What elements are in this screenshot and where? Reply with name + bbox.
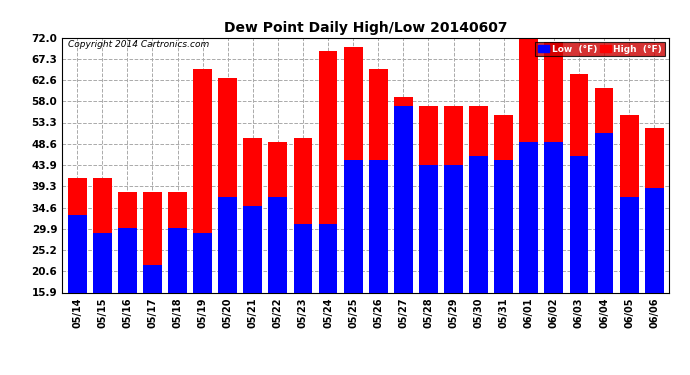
Bar bbox=[444, 165, 463, 365]
Bar bbox=[620, 115, 638, 365]
Bar bbox=[520, 142, 538, 365]
Bar bbox=[645, 188, 664, 365]
Bar bbox=[268, 142, 287, 365]
Bar bbox=[143, 192, 162, 365]
Bar bbox=[218, 196, 237, 365]
Bar bbox=[369, 69, 388, 365]
Bar bbox=[319, 51, 337, 365]
Bar bbox=[68, 178, 86, 365]
Text: Copyright 2014 Cartronics.com: Copyright 2014 Cartronics.com bbox=[68, 40, 210, 49]
Bar bbox=[620, 196, 638, 365]
Bar bbox=[168, 192, 187, 365]
Bar bbox=[168, 228, 187, 365]
Bar bbox=[344, 160, 362, 365]
Bar bbox=[118, 192, 137, 365]
Bar bbox=[394, 106, 413, 365]
Bar bbox=[469, 156, 488, 365]
Bar bbox=[520, 38, 538, 365]
Bar bbox=[544, 142, 563, 365]
Bar bbox=[544, 42, 563, 365]
Bar bbox=[293, 138, 313, 365]
Bar bbox=[68, 215, 86, 365]
Bar bbox=[319, 224, 337, 365]
Bar bbox=[569, 74, 589, 365]
Bar bbox=[394, 97, 413, 365]
Bar bbox=[469, 106, 488, 365]
Bar bbox=[369, 160, 388, 365]
Bar bbox=[595, 87, 613, 365]
Bar bbox=[193, 69, 212, 365]
Bar bbox=[293, 224, 313, 365]
Bar bbox=[244, 206, 262, 365]
Legend: Low  (°F), High  (°F): Low (°F), High (°F) bbox=[535, 42, 664, 56]
Bar bbox=[344, 46, 362, 365]
Bar bbox=[93, 233, 112, 365]
Bar bbox=[595, 133, 613, 365]
Bar bbox=[244, 138, 262, 365]
Bar bbox=[118, 228, 137, 365]
Bar bbox=[93, 178, 112, 365]
Bar bbox=[494, 160, 513, 365]
Bar bbox=[444, 106, 463, 365]
Bar bbox=[419, 106, 438, 365]
Bar bbox=[143, 265, 162, 365]
Bar bbox=[268, 196, 287, 365]
Bar bbox=[218, 78, 237, 365]
Title: Dew Point Daily High/Low 20140607: Dew Point Daily High/Low 20140607 bbox=[224, 21, 507, 35]
Bar bbox=[645, 128, 664, 365]
Bar bbox=[494, 115, 513, 365]
Bar bbox=[569, 156, 589, 365]
Bar bbox=[419, 165, 438, 365]
Bar bbox=[193, 233, 212, 365]
